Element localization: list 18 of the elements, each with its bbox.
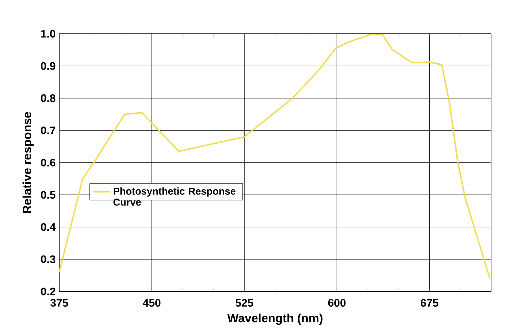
x-tick-label: 600 — [328, 299, 346, 308]
y-tick-label: 0.8 — [41, 94, 56, 102]
x-axis-title: Wavelength (nm) — [228, 314, 323, 326]
y-tick-label: 0.4 — [41, 224, 56, 232]
y-tick-label: 0.9 — [41, 62, 56, 70]
y-tick-label: 0.2 — [41, 288, 56, 296]
x-tick-label: 675 — [420, 299, 439, 308]
line-series — [59, 34, 491, 280]
y-tick-label: 0.3 — [41, 256, 56, 264]
y-tick-label: 0.6 — [41, 159, 56, 167]
x-tick-label: 375 — [50, 299, 68, 308]
legend-label: Photosynthetic Response Curve — [114, 188, 236, 206]
y-tick-label: 1.0 — [41, 30, 56, 38]
x-tick-label: 450 — [143, 299, 161, 308]
x-tick-label: 525 — [236, 299, 254, 308]
y-tick-label: 0.5 — [41, 191, 56, 200]
y-axis-title: Relative response — [22, 112, 34, 214]
y-tick-label: 0.7 — [41, 126, 56, 135]
